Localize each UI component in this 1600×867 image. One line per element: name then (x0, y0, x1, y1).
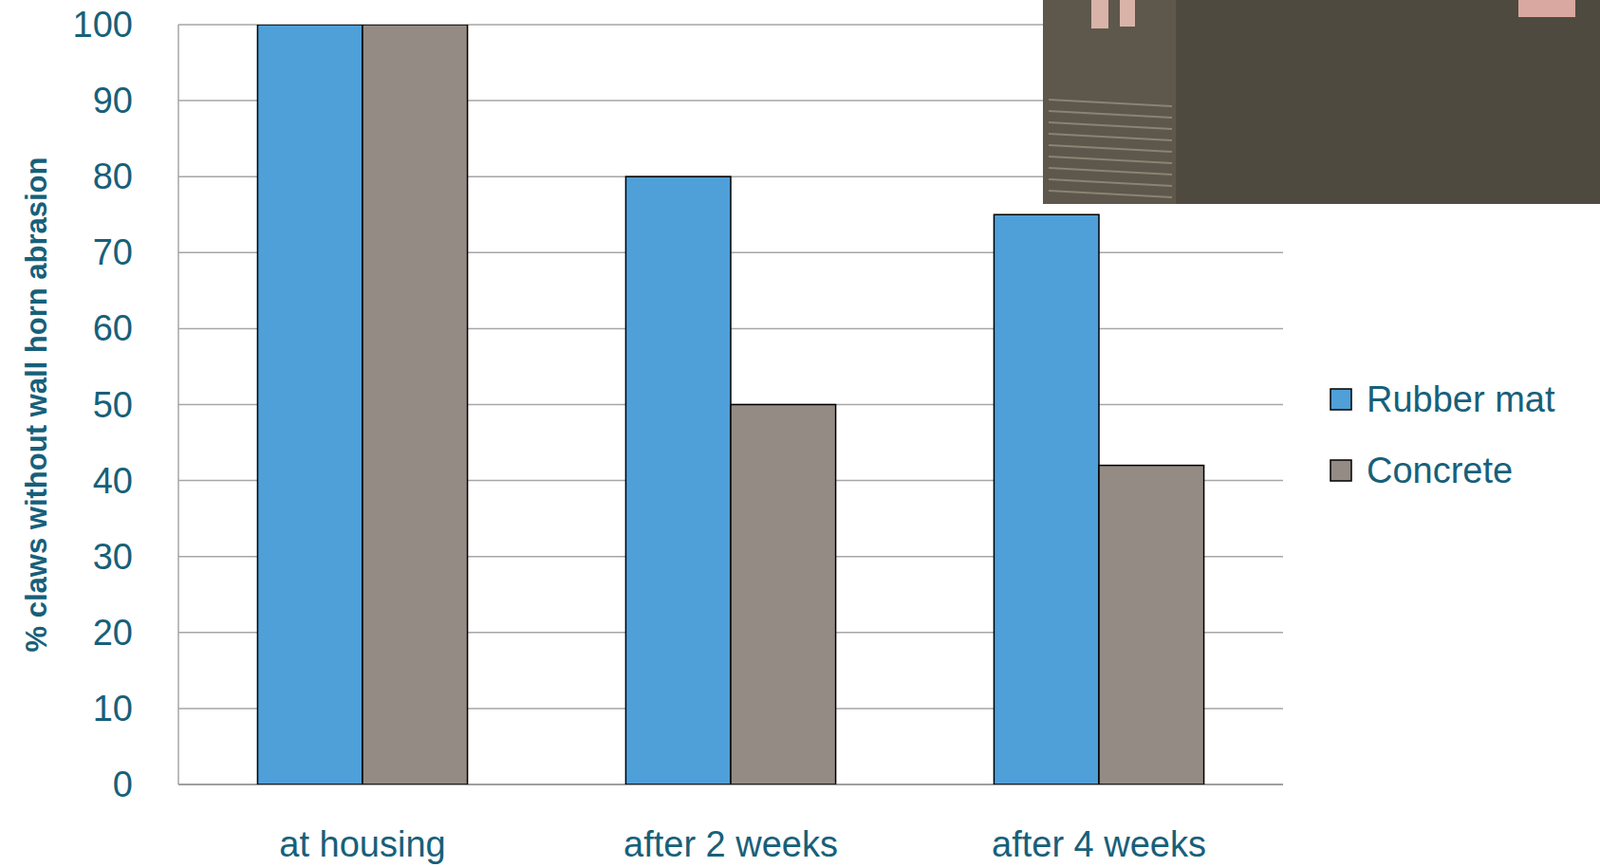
bar (625, 176, 731, 785)
x-tick-label: at housing (279, 824, 446, 865)
legend-swatch (1330, 460, 1352, 482)
legend: Rubber mat Concrete (1330, 379, 1556, 491)
y-tick-label: 10 (93, 688, 133, 729)
y-tick-label: 80 (93, 156, 133, 197)
bar (362, 24, 468, 785)
y-tick-label: 30 (93, 537, 133, 577)
y-tick-label: 100 (73, 4, 133, 45)
y-tick-label: 70 (93, 232, 133, 273)
y-tick-label: 20 (93, 613, 133, 653)
bar (993, 214, 1099, 785)
y-tick-label: 0 (112, 764, 133, 805)
legend-label: Concrete (1366, 450, 1513, 491)
x-tick-label: after 2 weeks (623, 824, 838, 865)
x-tick-label: after 4 weeks (991, 824, 1207, 865)
y-axis-line (177, 24, 180, 785)
legend-label: Rubber mat (1366, 379, 1556, 420)
y-axis-title: % claws without wall horn abrasion (19, 157, 54, 653)
photo (1042, 0, 1600, 205)
bar (257, 24, 363, 785)
y-tick-label: 40 (93, 461, 133, 502)
y-tick-label: 60 (93, 308, 133, 349)
bar (1098, 465, 1205, 785)
legend-swatch (1330, 389, 1352, 410)
y-tick-label: 50 (93, 385, 133, 426)
y-tick-label: 90 (93, 80, 133, 121)
bar (730, 405, 837, 786)
